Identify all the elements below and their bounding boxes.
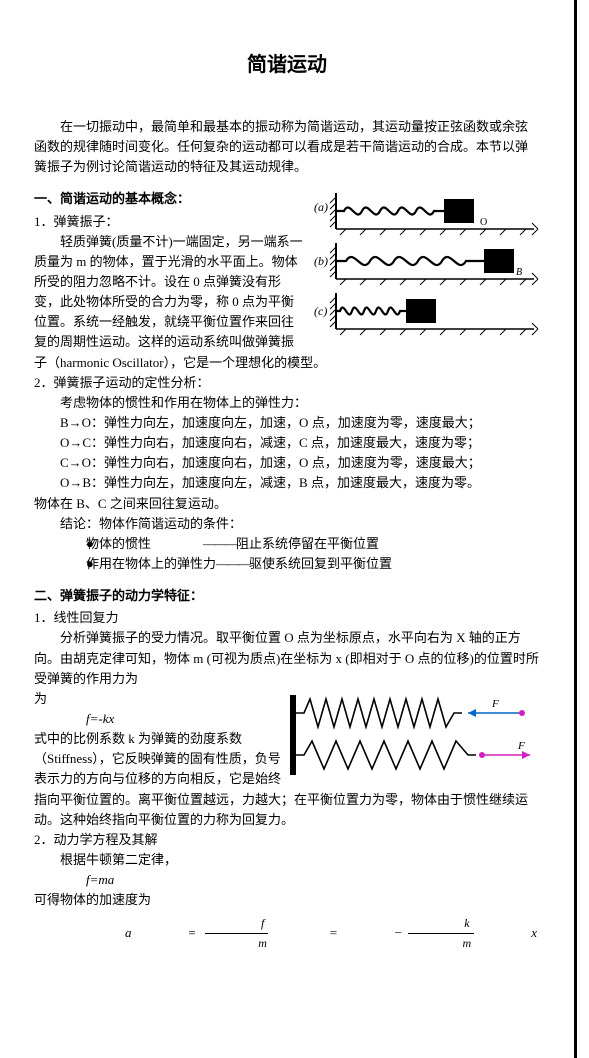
wave-diagram-figure: F F xyxy=(290,693,540,787)
sec2-item1-body: 分析弹簧振子的受力情况。取平衡位置 O 点为坐标原点，水平向右为 X 轴的正方向… xyxy=(34,628,540,688)
fig1-label-a: (a) xyxy=(314,200,328,214)
formula-2: f=ma xyxy=(34,870,540,890)
bullet-2: ● 作用在物体上的弹性力———驱使系统回复到平衡位置 xyxy=(34,554,540,574)
sec2-item1-label: 1．线性回复力 xyxy=(34,608,540,628)
bullet1-left: 物体的惯性 xyxy=(86,536,151,551)
bullet1-right: 阻止系统停留在平衡位置 xyxy=(236,536,379,551)
fig1-mark-B: B xyxy=(516,267,522,278)
bullet-icon: ● xyxy=(60,534,73,554)
bullet2-left: 作用在物体上的弹性力 xyxy=(86,556,216,571)
spring-svg: (a) xyxy=(310,189,540,339)
sec1-item1-body-text: 轻质弹簧(质量不计)一端固定，另一端系一质量为 m 的物体，置于光滑的水平面上。… xyxy=(34,234,326,370)
analysis-intro: 考虑物体的惯性和作用在物体上的弹性力： xyxy=(34,393,540,413)
analysis-line-1: B→O：弹性力向左，加速度向左，加速，O 点，加速度为零，速度最大； xyxy=(34,413,540,433)
bullet-icon: ● xyxy=(60,554,73,574)
fig1-label-b: (b) xyxy=(314,254,328,268)
bullet2-right: 驱使系统回复到平衡位置 xyxy=(249,556,392,571)
wave-svg: F F xyxy=(290,693,540,781)
fig1-row-a: O xyxy=(330,193,538,235)
accel-formula: a = fm = − km x xyxy=(34,914,540,952)
analysis-line-2: O→C：弹性力向右，加速度向右，减速，C 点，加速度最大，速度为零； xyxy=(34,433,540,453)
fig1-row-c xyxy=(330,293,538,335)
analysis-line-3: C→O：弹性力向右，加速度向右，加速，O 点，加速度为零，速度最大； xyxy=(34,453,540,473)
analysis-line-4: O→B：弹性力向左，加速度向左，减速，B 点，加速度最大，速度为零。 xyxy=(34,473,540,493)
bullet-1: ● 物体的惯性 ———阻止系统停留在平衡位置 xyxy=(34,534,540,554)
page: 简谐运动 在一切振动中，最简单和最基本的振动称为简谐运动，其运动量按正弦函数或余… xyxy=(0,0,577,1058)
sec1-item2-label: 2．弹簧振子运动的定性分析： xyxy=(34,373,540,393)
sec2-item2-body: 根据牛顿第二定律， xyxy=(34,850,540,870)
fig1-mark-O: O xyxy=(480,217,487,228)
sec2-item1-body-text: 分析弹簧振子的受力情况。取平衡位置 O 点为坐标原点，水平向右为 X 轴的正方向… xyxy=(34,630,539,685)
fig1-row-b: B xyxy=(330,243,538,285)
fig2-F2: F xyxy=(517,740,525,752)
doc-title: 简谐运动 xyxy=(34,50,540,81)
intro-paragraph: 在一切振动中，最简单和最基本的振动称为简谐运动，其运动量按正弦函数或余弦函数的规… xyxy=(34,117,540,177)
sec2-item2-label: 2．动力学方程及其解 xyxy=(34,830,540,850)
loop-text: 物体在 B、C 之间来回往复运动。 xyxy=(34,494,540,514)
conclusion-label: 结论：物体作简谐运动的条件： xyxy=(34,514,540,534)
spring-diagram-figure: (a) xyxy=(310,189,540,345)
sec2-body3: 可得物体的加速度为 xyxy=(34,890,540,910)
fig2-F1: F xyxy=(491,698,499,710)
section2-heading: 二、弹簧振子的动力学特征： xyxy=(34,586,540,606)
fig1-label-c: (c) xyxy=(314,304,327,318)
